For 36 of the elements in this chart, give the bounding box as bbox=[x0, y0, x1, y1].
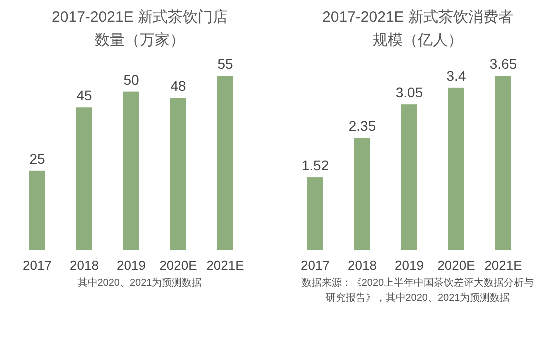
x-tick-label: 2020E bbox=[160, 258, 198, 273]
x-tick-label: 2018 bbox=[348, 258, 377, 273]
chart-subtitle: 规模（亿人） bbox=[373, 32, 463, 49]
bar bbox=[354, 138, 370, 250]
x-tick-label: 2019 bbox=[117, 258, 146, 273]
source-note: 数据来源：《2020上半年中国茶饮差评大数据分析与研究报告》，其中2020、2021为预测数据 bbox=[300, 276, 536, 306]
data-label: 3.05 bbox=[396, 84, 424, 101]
data-label: 55 bbox=[218, 56, 234, 72]
x-tick-label: 2017 bbox=[301, 258, 330, 273]
x-tick-label: 2020E bbox=[438, 258, 476, 273]
bar bbox=[170, 98, 186, 250]
bar bbox=[124, 92, 140, 250]
data-label: 45 bbox=[76, 88, 92, 104]
data-label: 1.52 bbox=[302, 158, 330, 174]
chart-title: 2017-2021E 新式茶饮门店 bbox=[52, 9, 228, 26]
data-label: 50 bbox=[124, 72, 140, 88]
data-label: 25 bbox=[30, 150, 46, 167]
bar bbox=[218, 76, 234, 250]
bar bbox=[448, 88, 464, 250]
bar bbox=[496, 76, 512, 250]
x-tick-label: 2021E bbox=[484, 258, 523, 273]
data-label: 3.4 bbox=[446, 68, 466, 84]
data-label: 2.35 bbox=[348, 118, 376, 134]
chart-subtitle: 数量（万家） bbox=[95, 32, 185, 49]
bar bbox=[30, 170, 46, 250]
x-tick-label: 2017 bbox=[23, 258, 52, 273]
data-label: 48 bbox=[170, 78, 186, 94]
bar bbox=[76, 108, 92, 250]
bar bbox=[308, 178, 324, 250]
data-label: 3.65 bbox=[490, 56, 518, 72]
chart-title: 2017-2021E 新式茶饮消费者 bbox=[322, 9, 514, 26]
x-tick-label: 2019 bbox=[395, 258, 424, 273]
x-tick-label: 2018 bbox=[70, 258, 99, 273]
bar bbox=[402, 104, 418, 250]
x-tick-label: 2021E bbox=[206, 258, 245, 273]
text: 其中2020、2021为预测数据 bbox=[76, 276, 204, 291]
